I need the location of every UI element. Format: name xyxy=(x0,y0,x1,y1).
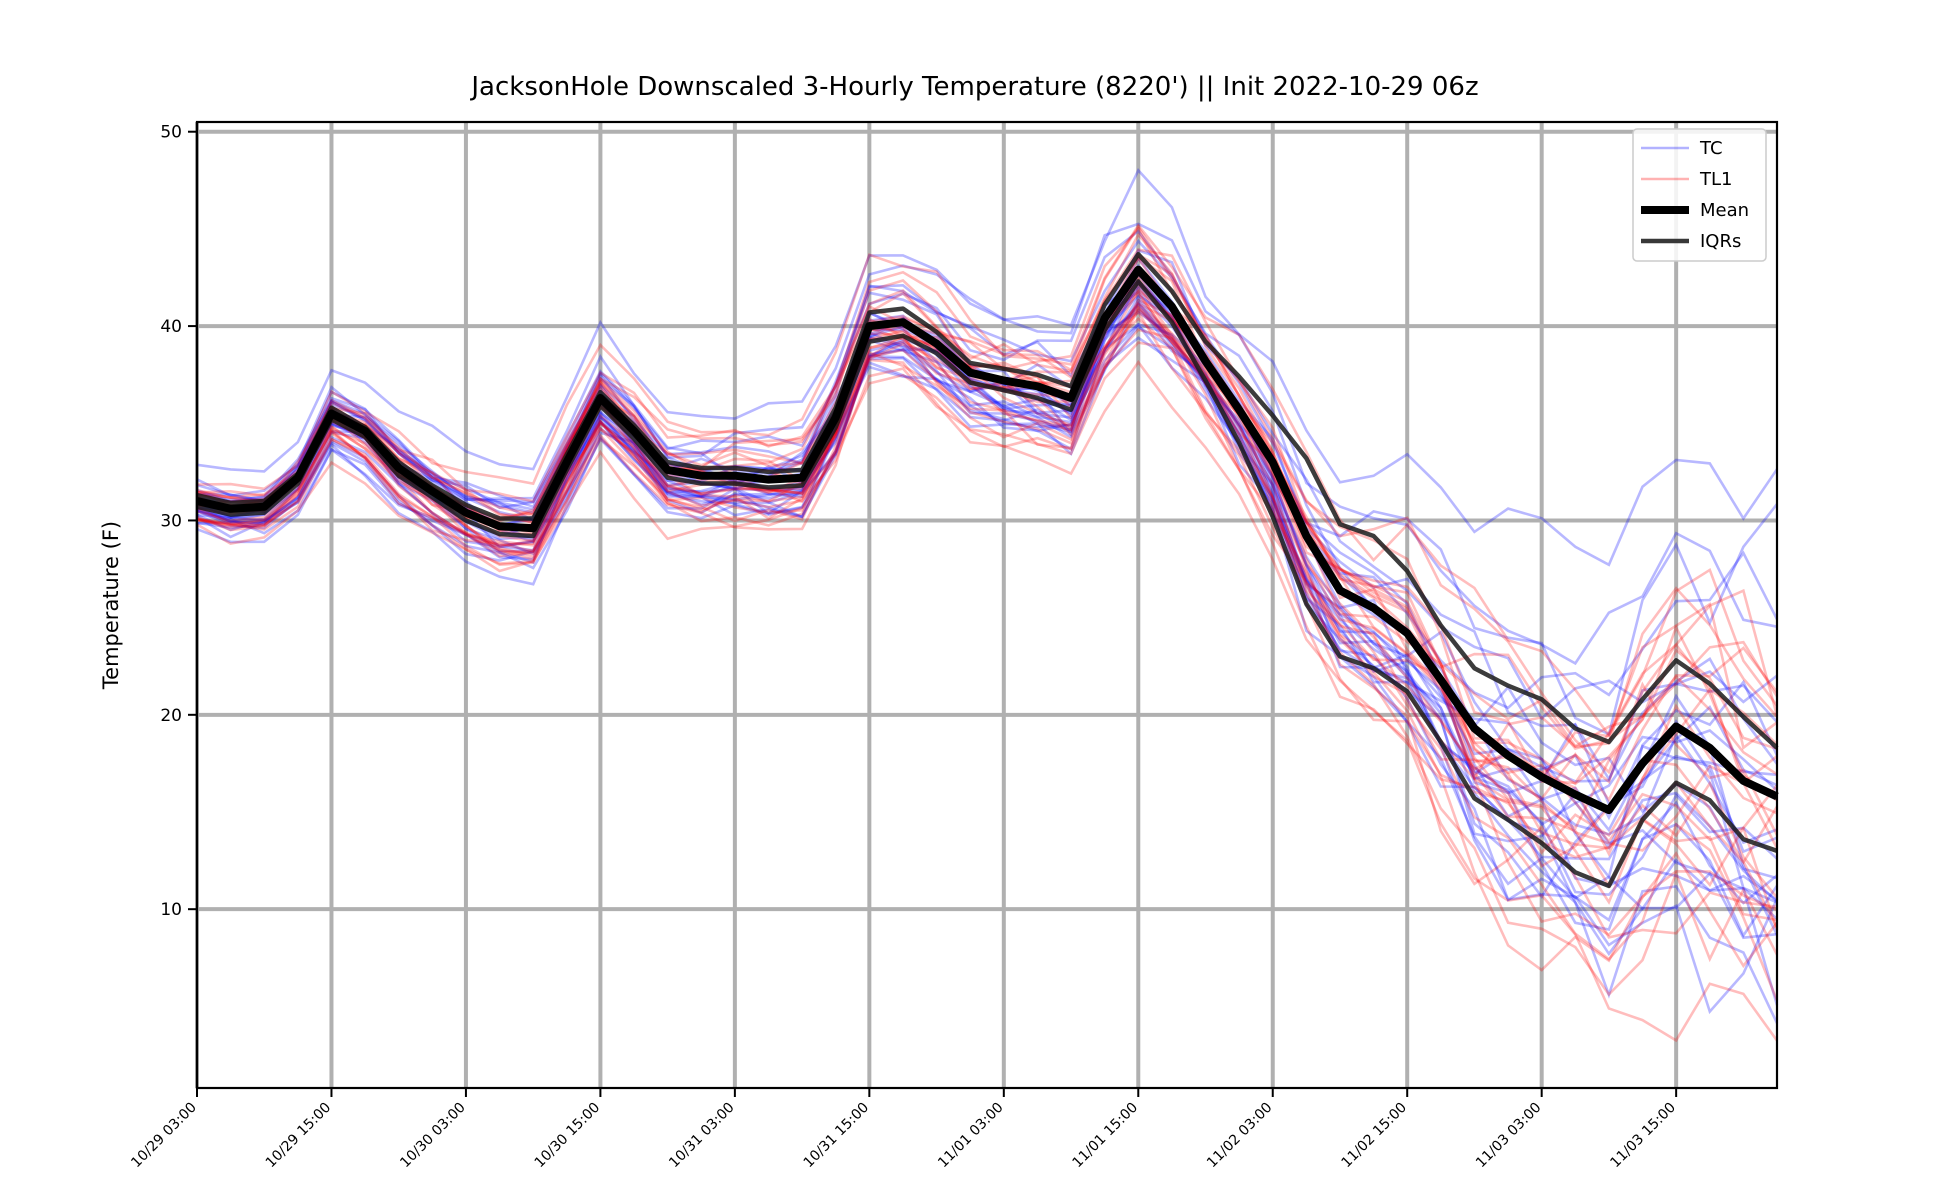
legend-label: Mean xyxy=(1700,200,1749,221)
y-axis: 10 20 30 40 50 xyxy=(160,123,197,920)
legend-label: TL1 xyxy=(1699,169,1732,190)
y-tick-label: 40 xyxy=(160,317,182,337)
tc-member-line xyxy=(196,336,1779,939)
x-tick-label: 10/30 15:00 xyxy=(532,1100,604,1172)
plot-frame xyxy=(195,120,1779,1090)
iqr-lower-line xyxy=(196,279,1778,889)
tc-member-line xyxy=(196,307,1779,1015)
tc-member-line xyxy=(196,256,1779,795)
tc-member-line xyxy=(196,270,1778,845)
tl1-member-line xyxy=(196,248,1779,775)
tc-member-line xyxy=(196,300,1778,957)
x-tick-label: 11/03 03:00 xyxy=(1473,1100,1545,1172)
x-tick-label: 11/01 15:00 xyxy=(1070,1100,1142,1172)
tc-member-line xyxy=(196,323,1779,1006)
x-tick-label: 10/30 03:00 xyxy=(397,1100,469,1172)
tc-member-line xyxy=(196,248,1778,721)
x-tick-label: 10/31 15:00 xyxy=(801,1100,873,1172)
tc-member-line xyxy=(196,294,1778,931)
tc-member-line xyxy=(196,222,1778,666)
tl1-member-line xyxy=(196,358,1779,1043)
chart-title: JacksonHole Downscaled 3-Hourly Temperat… xyxy=(469,72,1478,102)
grid-lines xyxy=(195,122,1777,1088)
x-tick-label: 10/31 03:00 xyxy=(666,1100,738,1172)
y-tick-label: 50 xyxy=(160,123,182,143)
legend-box xyxy=(1632,128,1767,262)
x-tick-label: 11/02 03:00 xyxy=(1204,1100,1276,1172)
iqr-upper-line xyxy=(196,251,1779,750)
tl1-member-line xyxy=(196,223,1779,738)
x-tick-label: 10/29 03:00 xyxy=(128,1100,200,1172)
legend-label: IQRs xyxy=(1700,231,1741,252)
tl1-member-line xyxy=(196,341,1779,972)
tl1-member-line xyxy=(196,256,1779,750)
tl1-member-line xyxy=(196,226,1778,781)
x-tick-label: 11/01 03:00 xyxy=(935,1100,1007,1172)
tc-member-line xyxy=(196,316,1778,880)
y-tick-label: 20 xyxy=(160,706,182,726)
x-axis: 10/29 03:00 10/29 15:00 10/30 03:00 10/30 1… xyxy=(128,1088,1679,1171)
tl1-member-line xyxy=(196,317,1778,939)
tl1-member-line xyxy=(196,305,1778,922)
x-tick-label: 11/02 15:00 xyxy=(1339,1100,1411,1172)
tl1-member-line xyxy=(196,278,1779,931)
y-axis-label: Temperature (F) xyxy=(99,521,123,690)
tl1-member-line xyxy=(196,308,1779,997)
y-tick-label: 10 xyxy=(160,900,182,920)
legend-label: TC xyxy=(1699,138,1723,159)
y-tick-label: 30 xyxy=(160,511,182,531)
tc-member-line xyxy=(196,167,1779,567)
tl1-member-line xyxy=(196,288,1778,937)
legend: TC TL1 Mean IQRs xyxy=(1632,128,1767,262)
tl1-member-line xyxy=(196,328,1779,889)
x-tick-label: 10/29 15:00 xyxy=(263,1100,335,1172)
statistic-lines xyxy=(196,251,1779,889)
tc-member-line xyxy=(196,229,1779,737)
mean-line xyxy=(196,265,1779,815)
tl1-member-line xyxy=(196,224,1778,831)
x-tick-label: 11/03 15:00 xyxy=(1607,1100,1679,1172)
